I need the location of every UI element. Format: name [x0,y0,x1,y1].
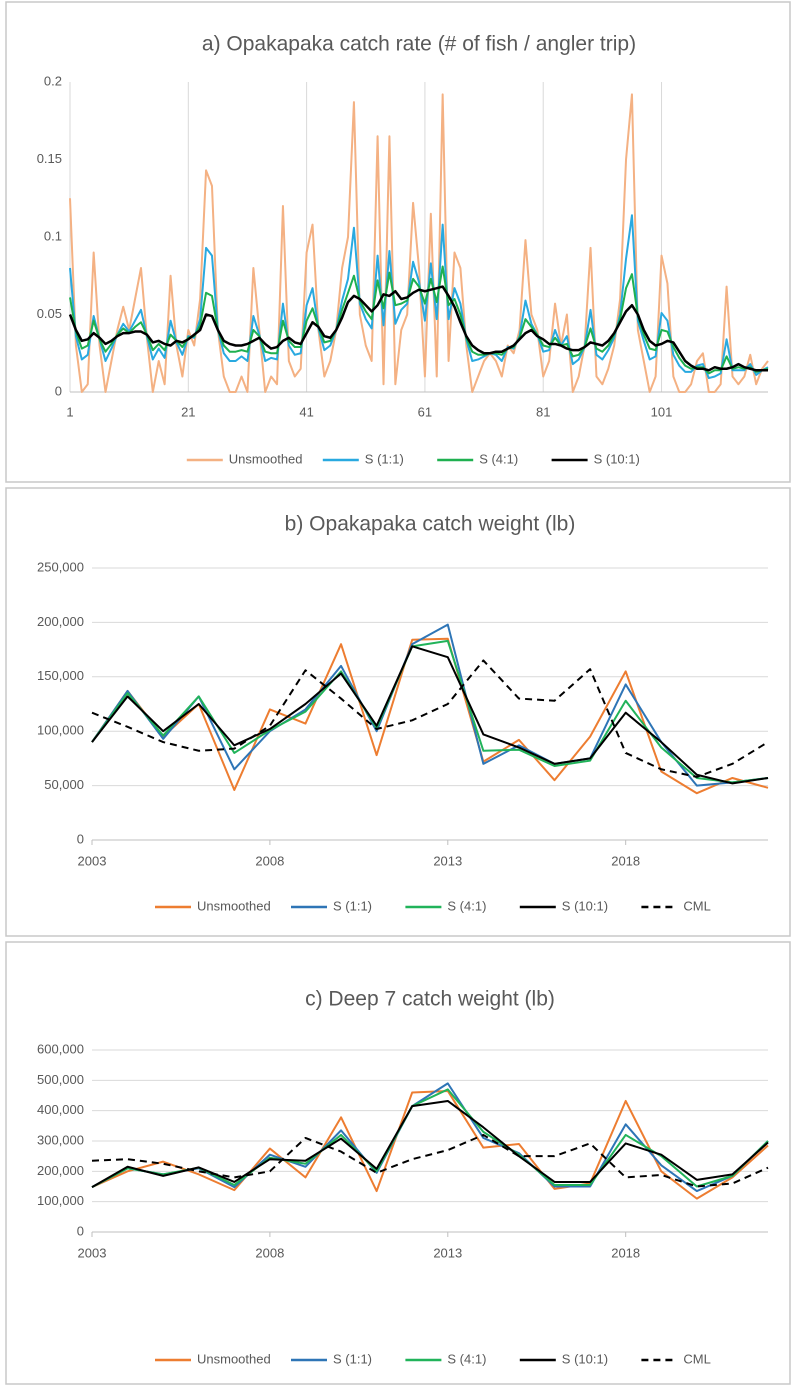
legend-label: S (10:1) [562,1351,608,1366]
legend-label: S (10:1) [594,451,640,466]
legend-label: Unsmoothed [229,451,303,466]
panel-border [5,1,791,483]
legend-label: S (1:1) [333,898,372,913]
series-line [91,623,769,787]
series-line [91,1099,769,1188]
panel-border [5,487,791,937]
y-tick-label: 500,000 [37,1072,84,1087]
y-tick-label: 50,000 [44,777,84,792]
legend-label: S (1:1) [333,1351,372,1366]
legend-label: S (1:1) [365,451,404,466]
chart-title: c) Deep 7 catch weight (lb) [305,988,555,1011]
series-line [91,1133,769,1188]
y-tick-label: 250,000 [37,559,84,574]
y-tick-label: 200,000 [37,614,84,629]
legend-label: S (10:1) [562,898,608,913]
x-tick-label: 2013 [433,1245,462,1260]
y-tick-label: 100,000 [37,1193,84,1208]
x-tick-label: 2018 [611,1245,640,1260]
panel-border [5,941,791,1385]
y-tick-label: 0 [55,383,62,398]
legend-label: Unsmoothed [197,1351,271,1366]
y-tick-label: 300,000 [37,1132,84,1147]
x-tick-label: 81 [536,404,550,419]
series-line [69,93,769,393]
x-tick-label: 2003 [78,1245,107,1260]
x-tick-label: 2003 [78,853,107,868]
y-tick-label: 600,000 [37,1041,84,1056]
series-line [91,659,769,778]
chart-title: a) Opakapaka catch rate (# of fish / ang… [202,33,636,56]
x-tick-label: 2008 [255,853,284,868]
legend-label: S (4:1) [447,898,486,913]
x-tick-label: 61 [418,404,432,419]
y-tick-label: 0 [77,1223,84,1238]
y-tick-label: 0 [77,831,84,846]
legend-label: Unsmoothed [197,898,271,913]
series-line [91,639,769,784]
y-tick-label: 0.05 [37,306,62,321]
series-line [91,645,769,785]
series-line [68,285,768,372]
series-line [91,637,769,795]
legend-label: CML [683,898,710,913]
x-tick-label: 1 [66,404,73,419]
x-tick-label: 21 [181,404,195,419]
legend-label: CML [683,1351,710,1366]
chart-title: b) Opakapaka catch weight (lb) [285,513,576,536]
series-line [69,214,769,380]
legend-label: S (4:1) [447,1351,486,1366]
x-tick-label: 2008 [255,1245,284,1260]
x-tick-label: 41 [299,404,313,419]
x-tick-label: 2013 [433,853,462,868]
y-tick-label: 100,000 [37,723,84,738]
y-tick-label: 0.1 [44,228,62,243]
legend-label: S (4:1) [479,451,518,466]
series-line [91,1089,769,1200]
x-tick-label: 2018 [611,853,640,868]
y-tick-label: 150,000 [37,668,84,683]
x-tick-label: 101 [651,404,673,419]
y-tick-label: 400,000 [37,1102,84,1117]
y-tick-label: 0.2 [44,73,62,88]
y-tick-label: 0.15 [37,151,62,166]
y-tick-label: 200,000 [37,1163,84,1178]
